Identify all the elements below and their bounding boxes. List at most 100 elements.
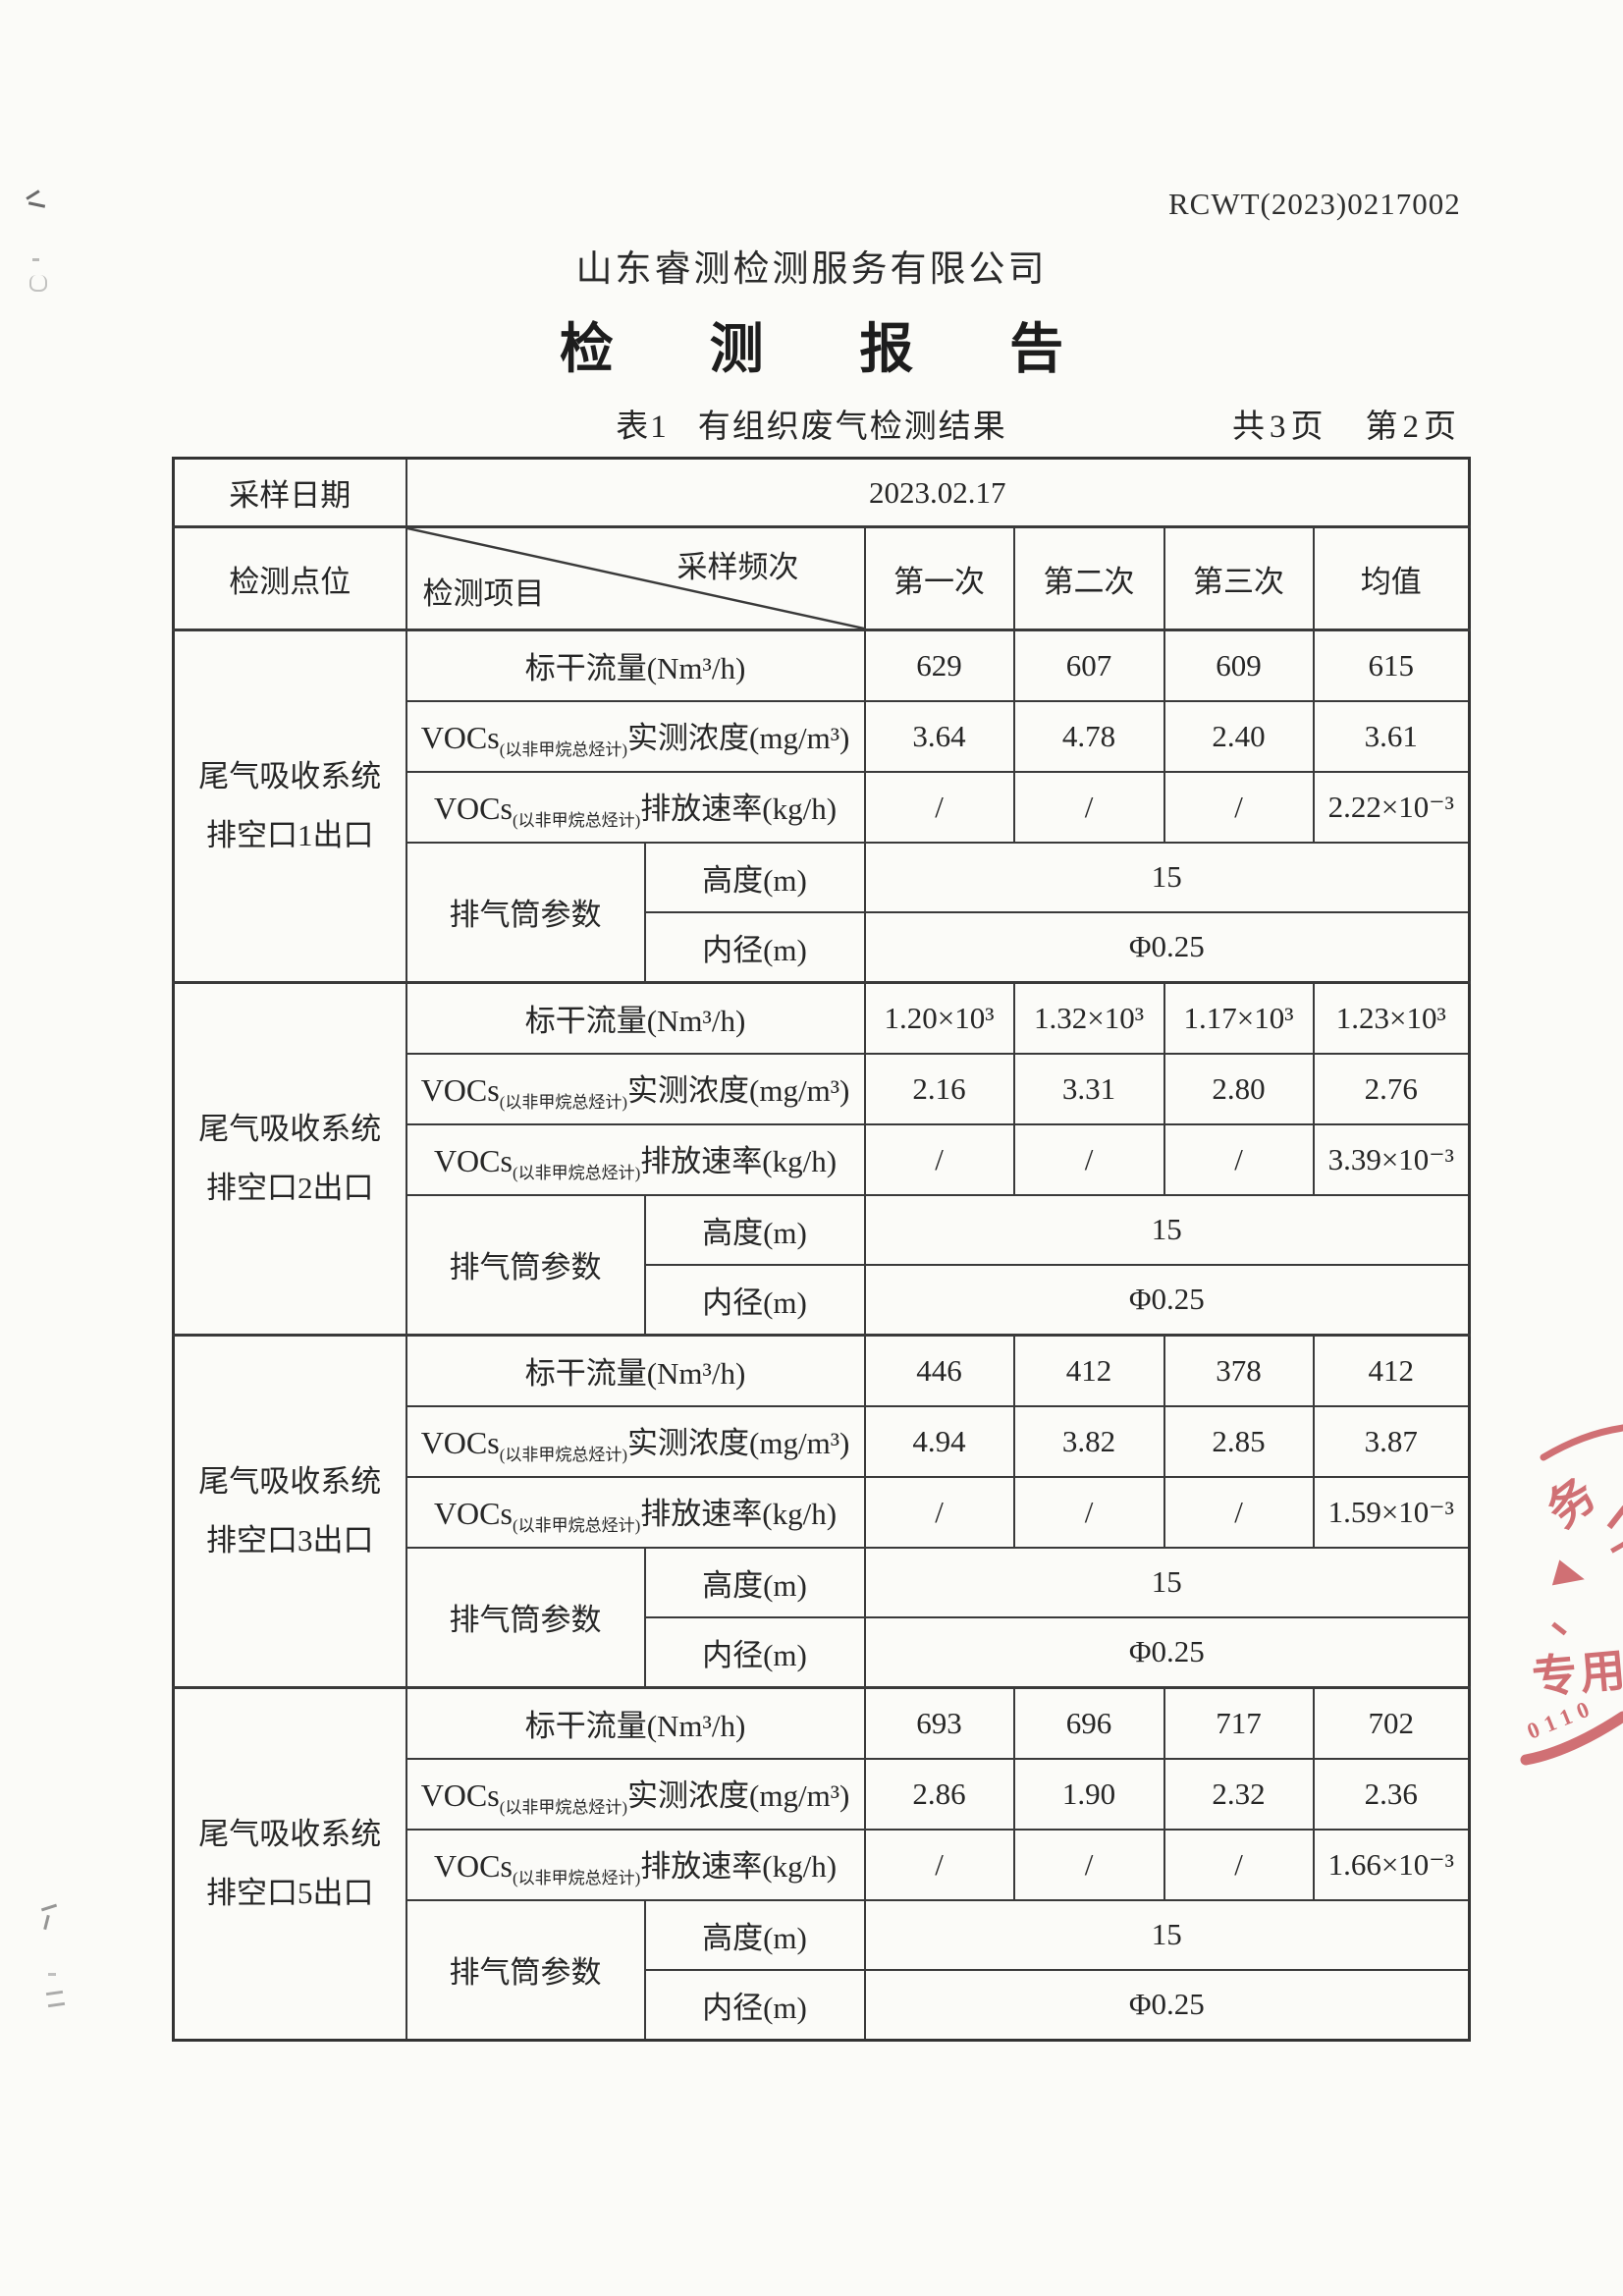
stack-diameter-value: Φ0.25 [863,1263,1471,1337]
stamp-arc [1520,1424,1623,1766]
table-caption-text: 有组织废气检测结果 [697,410,1007,445]
site-name: 尾气吸收系统 排空口2出口 [172,981,407,1337]
red-stamp: 务 专用章 0110 [1512,1414,1623,1797]
frequency-header-1: 第一次 [863,525,1015,631]
rate-label: VOCs(以非甲烷总烃计)排放速率(kg/h) [405,770,866,844]
rate-label: VOCs(以非甲烷总烃计)排放速率(kg/h) [405,1828,866,1901]
stack-diameter-value: Φ0.25 [863,910,1471,984]
rate-label: VOCs(以非甲烷总烃计)排放速率(kg/h) [405,1122,866,1196]
concentration-value: 2.85 [1163,1404,1315,1478]
flow-label: 标干流量(Nm³/h) [405,629,866,702]
frequency-header-3: 第三次 [1163,525,1315,631]
stack-diameter-label: 内径(m) [643,1263,866,1337]
site-name: 尾气吸收系统 排空口1出口 [172,629,407,984]
diagonal-line [407,529,863,629]
rate-value: / [1163,1122,1315,1196]
stack-diameter-value: Φ0.25 [863,1968,1471,2042]
stack-height-label: 高度(m) [643,841,866,913]
rate-label: VOCs(以非甲烷总烃计)排放速率(kg/h) [405,1475,866,1549]
rate-value: / [863,1122,1015,1196]
site-name: 尾气吸收系统 排空口5出口 [172,1686,407,2042]
diagonal-bottom-label: 检测项目 [422,576,545,611]
pencil-mark [40,1903,58,1912]
diagonal-header-cell: 采样频次 检测项目 [405,525,866,631]
concentration-label: VOCs(以非甲烷总烃计)实测浓度(mg/m³) [405,1757,866,1831]
flow-value: 1.23×10³ [1312,981,1471,1055]
flow-value: 1.17×10³ [1163,981,1315,1055]
stack-params-label: 排气筒参数 [405,1546,646,1689]
stack-diameter-label: 内径(m) [643,910,866,984]
flow-value: 607 [1012,629,1165,702]
flow-label: 标干流量(Nm³/h) [405,1334,866,1407]
flow-value: 696 [1012,1686,1165,1760]
flow-value: 702 [1312,1686,1471,1760]
stack-diameter-label: 内径(m) [643,1968,866,2042]
concentration-value: 4.94 [863,1404,1015,1478]
concentration-label: VOCs(以非甲烷总烃计)实测浓度(mg/m³) [405,699,866,773]
table-caption-prefix: 表1 [616,410,669,445]
concentration-value: 3.64 [863,699,1015,773]
rate-value: / [863,770,1015,844]
flow-value: 412 [1312,1334,1471,1407]
concentration-value: 2.36 [1312,1757,1471,1831]
pencil-mark [27,201,46,208]
flow-value: 629 [863,629,1015,702]
concentration-value: 3.61 [1312,699,1471,773]
concentration-value: 4.78 [1012,699,1165,773]
flow-value: 1.20×10³ [863,981,1015,1055]
page-current: 第2页 [1365,410,1461,445]
flow-value: 378 [1163,1334,1315,1407]
stack-params-label: 排气筒参数 [405,1193,646,1337]
flow-value: 693 [863,1686,1015,1760]
pencil-mark [48,1973,56,1976]
concentration-value: 2.40 [1163,699,1315,773]
rate-value: 1.66×10⁻³ [1312,1828,1471,1901]
flow-value: 446 [863,1334,1015,1407]
concentration-value: 2.16 [863,1052,1015,1125]
table-caption: 表1 有组织废气检测结果 [0,400,1623,447]
flow-value: 412 [1012,1334,1165,1407]
concentration-value: 2.76 [1312,1052,1471,1125]
flow-value: 615 [1312,629,1471,702]
pencil-mark [29,275,47,292]
sampling-date-label: 采样日期 [172,457,407,528]
diagonal-top-label: 采样频次 [676,550,799,584]
concentration-value: 2.86 [863,1757,1015,1831]
stack-height-value: 15 [863,1546,1471,1618]
sampling-date-value: 2023.02.17 [405,457,1471,528]
page-total: 共3页 [1232,410,1328,445]
caption-row: 表1 有组织废气检测结果 共3页 第2页 [0,400,1623,445]
monitor-point-label: 检测点位 [172,525,407,631]
rate-value: / [1012,1122,1165,1196]
stamp-text: 专用章 [1530,1640,1623,1704]
rate-value: 1.59×10⁻³ [1312,1475,1471,1549]
report-title: 检 测 报 告 [559,319,1106,379]
pencil-mark [45,1990,64,1996]
stack-height-value: 15 [863,1898,1471,1971]
rate-value: / [1163,1475,1315,1549]
rate-value: 2.22×10⁻³ [1312,770,1471,844]
frequency-header-2: 第二次 [1012,525,1165,631]
report-number: RCWT(2023)0217002 [1168,187,1461,221]
frequency-header-avg: 均值 [1312,525,1471,631]
rate-value: / [863,1475,1015,1549]
rate-value: / [1163,770,1315,844]
concentration-value: 3.87 [1312,1404,1471,1478]
rate-value: / [1012,1475,1165,1549]
pencil-mark [26,190,40,200]
pagination: 共3页 第2页 [1232,400,1461,447]
concentration-label: VOCs(以非甲烷总烃计)实测浓度(mg/m³) [405,1404,866,1478]
stack-params-label: 排气筒参数 [405,1898,646,2042]
concentration-label: VOCs(以非甲烷总烃计)实测浓度(mg/m³) [405,1052,866,1125]
stack-height-label: 高度(m) [643,1193,866,1266]
stack-height-label: 高度(m) [643,1546,866,1618]
flow-value: 609 [1163,629,1315,702]
flow-label: 标干流量(Nm³/h) [405,1686,866,1760]
concentration-value: 2.32 [1163,1757,1315,1831]
stack-diameter-label: 内径(m) [643,1615,866,1689]
rate-value: / [863,1828,1015,1901]
concentration-value: 3.82 [1012,1404,1165,1478]
flow-value: 1.32×10³ [1012,981,1165,1055]
rate-value: 3.39×10⁻³ [1312,1122,1471,1196]
